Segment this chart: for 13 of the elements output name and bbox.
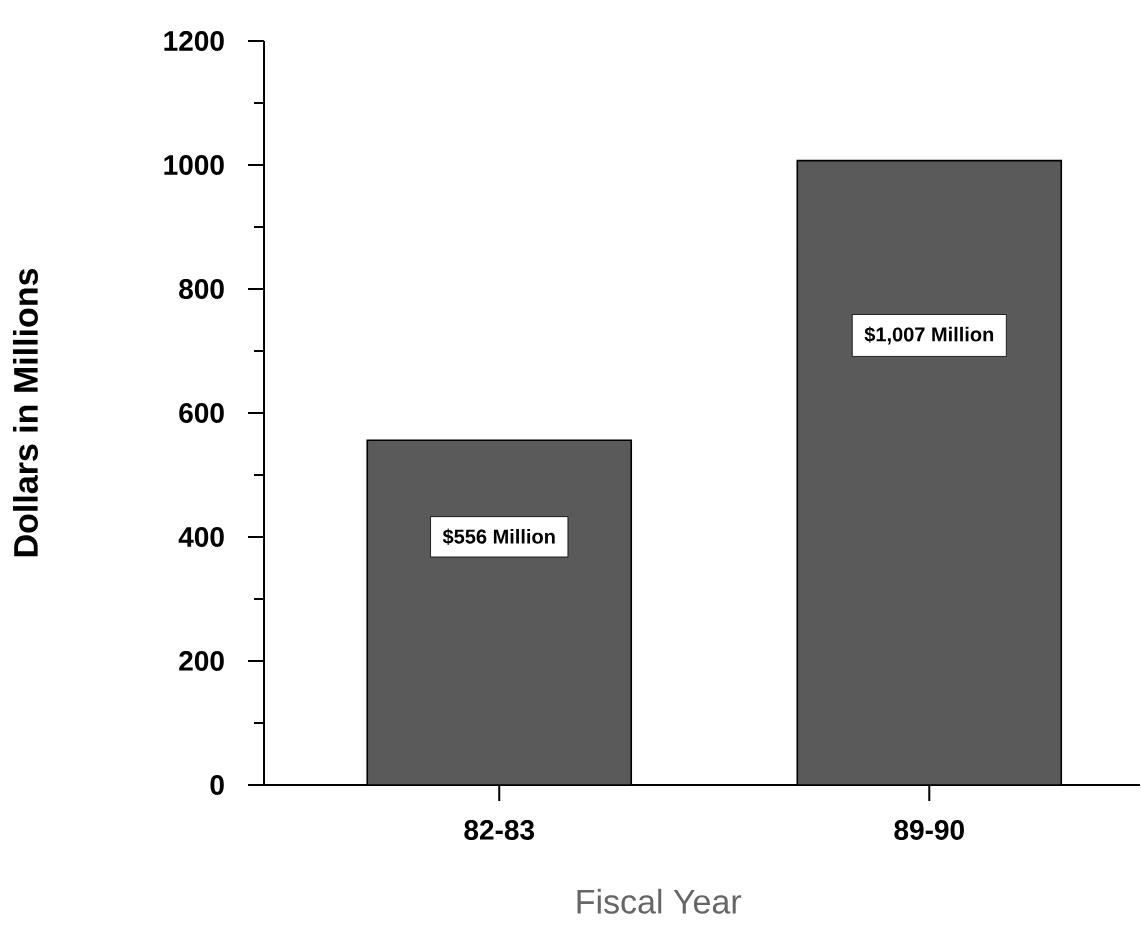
data-label: $556 Million	[442, 528, 555, 545]
x-tick-label: 89-90	[894, 820, 964, 840]
y-tick-label: 200	[179, 651, 224, 671]
y-tick-label: 400	[178, 527, 224, 547]
data-label: $1,007 Million	[864, 326, 994, 345]
y-tick-label: 1000	[164, 155, 224, 175]
x-tick-label: 82-83	[464, 820, 535, 840]
x-axis-title: Fiscal Year	[577, 888, 742, 914]
y-axis-title: Dollars in Millions	[12, 268, 38, 557]
y-tick-label: 600	[179, 403, 224, 423]
y-tick-label: 0	[210, 775, 224, 795]
y-tick-label: 1200	[164, 31, 224, 51]
y-tick-label: 800	[179, 279, 224, 299]
